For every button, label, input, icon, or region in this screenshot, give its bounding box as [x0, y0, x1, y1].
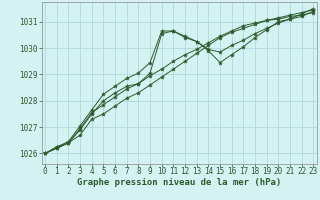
- X-axis label: Graphe pression niveau de la mer (hPa): Graphe pression niveau de la mer (hPa): [77, 178, 281, 187]
